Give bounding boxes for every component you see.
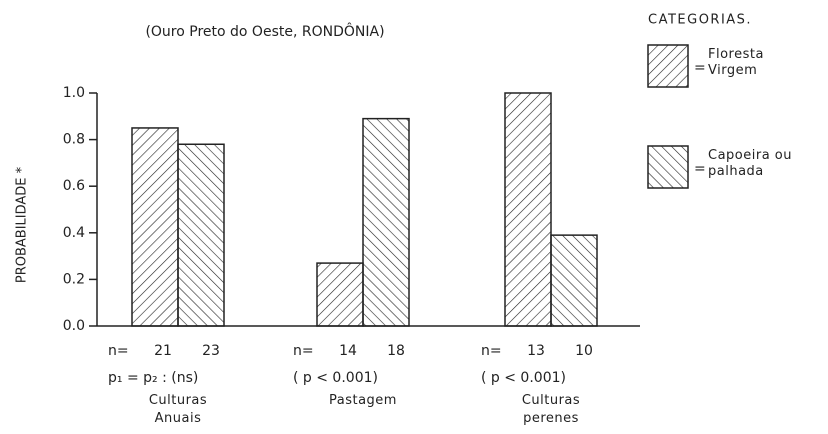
x-tick-label: Culturas Anuais — [148, 393, 208, 426]
bar — [316, 262, 364, 327]
legend-label: Floresta Virgem — [708, 47, 764, 78]
legend-swatch — [647, 44, 689, 88]
legend-separator: = — [694, 60, 706, 76]
sample-size: 23 — [202, 343, 220, 359]
y-axis-label: PROBABILIDADE * — [15, 166, 30, 283]
legend-separator: = — [694, 161, 706, 177]
chart-subtitle: (Ouro Preto do Oeste, RONDÔNIA) — [145, 22, 384, 40]
sample-size: 13 — [527, 343, 545, 359]
p-label: ( p < 0.001) — [293, 370, 378, 386]
y-tick-label: 1.0 — [63, 85, 85, 101]
bar — [504, 92, 552, 327]
x-tick-label: Culturas perenes — [521, 393, 581, 426]
n-label: n= — [481, 343, 502, 359]
sample-size: 21 — [154, 343, 172, 359]
y-tick-label: 0.6 — [63, 178, 85, 194]
bar — [177, 143, 225, 327]
n-label: n= — [293, 343, 314, 359]
sample-size: 18 — [387, 343, 405, 359]
y-tick-label: 0.0 — [63, 318, 85, 334]
bar — [131, 127, 179, 327]
y-tick-label: 0.4 — [63, 225, 85, 241]
legend-label: Capoeira ou palhada — [708, 148, 792, 179]
legend-swatch — [647, 145, 689, 189]
bar — [362, 117, 410, 327]
bar — [550, 234, 598, 327]
n-label: n= — [108, 343, 129, 359]
legend-title: CATEGORIAS. — [648, 13, 752, 28]
p-label: ( p < 0.001) — [481, 370, 566, 386]
x-tick-label: Pastagem — [329, 393, 397, 408]
sample-size: 10 — [575, 343, 593, 359]
y-tick-label: 0.2 — [63, 271, 85, 287]
y-tick-label: 0.8 — [63, 132, 85, 148]
p-label: p₁ = p₂ : (ns) — [108, 370, 198, 386]
sample-size: 14 — [339, 343, 357, 359]
